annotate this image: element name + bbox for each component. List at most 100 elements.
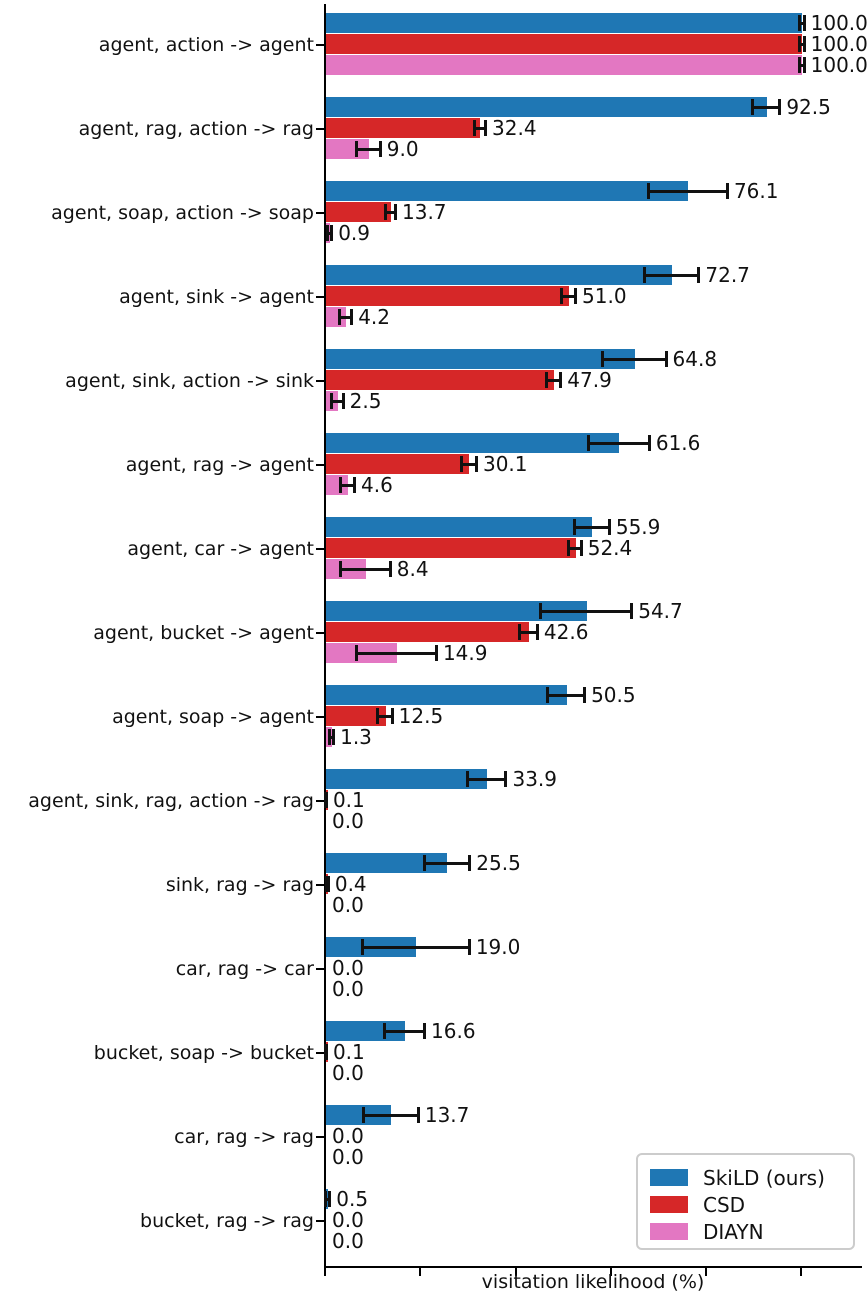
value-label-skild: 76.1 (733, 179, 779, 203)
error-bar-cap (802, 57, 806, 73)
value-label-skild: 61.6 (655, 431, 701, 455)
legend-item-skild: SkiLD (ours) (650, 1164, 853, 1191)
y-axis-tick (316, 547, 324, 550)
error-bar-skild (644, 273, 699, 277)
value-label-csd: 0.4 (334, 872, 367, 896)
value-label-csd: 0.1 (332, 1040, 365, 1064)
value-label-diayn: 4.6 (361, 473, 393, 497)
error-bar-skild (751, 105, 780, 109)
value-label-skild: 50.5 (591, 683, 636, 707)
error-bar-csd (560, 294, 576, 298)
bar-diayn (326, 475, 348, 495)
error-bar-cap (326, 225, 330, 241)
bar-skild (326, 349, 635, 369)
error-bar-cap (559, 288, 563, 304)
y-axis-tick (316, 43, 324, 46)
category-label: car, rag -> rag (174, 1125, 314, 1148)
error-bar-cap (574, 288, 578, 304)
error-bar-cap (388, 561, 392, 577)
y-axis-tick (316, 1051, 324, 1054)
value-label-diayn: 14.9 (442, 641, 488, 665)
error-bar-cap (378, 141, 382, 157)
y-axis-tick (316, 1219, 324, 1222)
diayn-color-swatch (650, 1223, 688, 1240)
error-bar-skild (573, 525, 609, 529)
y-axis-tick (316, 799, 324, 802)
error-bar-cap (664, 351, 668, 367)
bar-diayn (326, 55, 803, 75)
error-bar-cap (630, 603, 634, 619)
value-label-skild: 100.0 (810, 11, 867, 35)
x-axis-tick (514, 1268, 517, 1276)
error-bar-csd (545, 378, 561, 382)
category-label: agent, car -> agent (127, 537, 314, 560)
category-label: car, rag -> car (175, 957, 314, 980)
value-label-csd: 52.4 (587, 536, 633, 560)
bar-skild (326, 853, 448, 873)
error-bar-cap (324, 792, 328, 808)
error-bar-skild (546, 693, 585, 697)
bar-diayn (326, 139, 369, 159)
bar-csd (326, 538, 576, 558)
error-bar-cap (361, 939, 365, 955)
error-bar-diayn (340, 567, 390, 571)
bar-csd (326, 370, 555, 390)
error-bar-cap (750, 99, 754, 115)
error-bar-skild (384, 1029, 425, 1033)
error-bar-cap (468, 855, 472, 871)
error-bar-cap (472, 120, 476, 136)
category-label: agent, sink, action -> sink (65, 369, 314, 392)
value-label-diayn: 0.0 (332, 1145, 364, 1169)
value-label-diayn: 0.0 (332, 809, 364, 833)
legend-item-csd: CSD (650, 1191, 853, 1218)
error-bar-skild (647, 189, 727, 193)
error-bar-cap (390, 708, 394, 724)
value-label-skild: 0.5 (336, 1187, 369, 1211)
error-bar-cap (324, 1044, 328, 1060)
category-label: agent, bucket -> agent (93, 621, 314, 644)
error-bar-cap (643, 267, 647, 283)
bar-skild (326, 97, 767, 117)
error-bar-cap (600, 351, 604, 367)
bar-skild (326, 1105, 392, 1125)
error-bar-cap (725, 183, 729, 199)
y-axis-tick (316, 1135, 324, 1138)
value-label-csd: 100.0 (810, 32, 867, 56)
x-axis-tick (705, 1268, 707, 1276)
error-bar-cap (384, 204, 388, 220)
error-bar-cap (583, 687, 587, 703)
error-bar-diayn (339, 483, 355, 487)
error-bar-diayn (798, 63, 804, 67)
category-label: sink, rag -> rag (165, 873, 314, 896)
legend-label-csd: CSD (703, 1192, 746, 1217)
bar-skild (326, 769, 488, 789)
error-bar-cap (423, 1023, 427, 1039)
value-label-diayn: 0.9 (338, 221, 370, 245)
value-label-diayn: 0.0 (332, 1061, 364, 1085)
bar-skild (326, 13, 803, 33)
error-bar-skild (362, 1113, 418, 1117)
error-bar-cap (354, 141, 358, 157)
category-label: agent, soap -> agent (112, 705, 314, 728)
legend-label-diayn: DIAYN (703, 1219, 764, 1244)
y-axis-tick (316, 127, 324, 130)
value-label-skild: 64.8 (672, 347, 718, 371)
bar-csd (326, 118, 481, 138)
value-label-diayn: 4.2 (358, 305, 390, 329)
value-label-skild: 19.0 (475, 935, 521, 959)
value-label-skild: 13.7 (424, 1103, 470, 1127)
legend: SkiLD (ours) CSD DIAYN (636, 1153, 855, 1250)
bar-csd (326, 34, 803, 54)
error-bar-cap (517, 624, 521, 640)
skild-color-swatch (650, 1169, 688, 1186)
x-axis-spine (324, 1266, 862, 1268)
error-bar-cap (459, 456, 463, 472)
error-bar-diayn (355, 147, 380, 151)
value-label-csd: 47.9 (567, 368, 612, 392)
category-label: agent, sink, rag, action -> rag (28, 789, 314, 812)
error-bar-csd (798, 42, 804, 46)
value-label-skild: 33.9 (512, 767, 558, 791)
error-bar-cap (328, 729, 332, 745)
bar-diayn (326, 307, 346, 327)
